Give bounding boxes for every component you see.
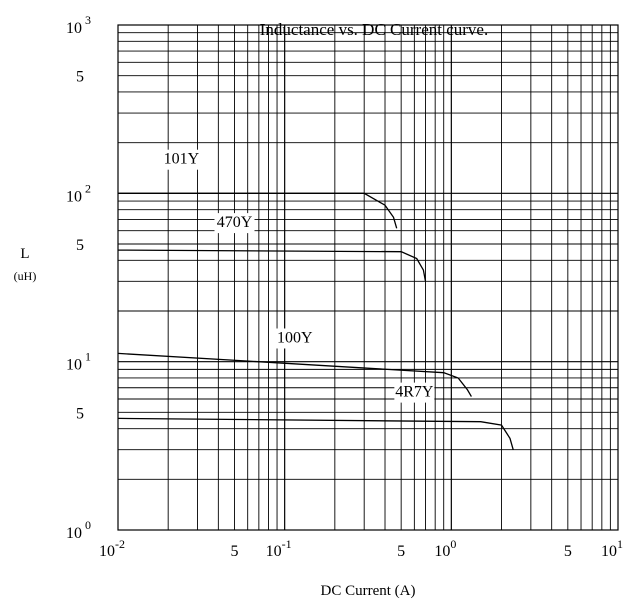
series-label-100y: 100Y [277,329,313,346]
chart-title: Inductance vs. DC Current curve. [260,20,488,39]
grid [118,25,618,530]
y-axis-label: L [20,246,29,262]
y-tick-label: 10 1 [66,350,91,374]
x-minor-tick-label: 5 [397,543,405,560]
series-labels: 101Y 470Y 100Y 4R7Y [161,149,435,403]
x-tick-label: 100 [434,537,456,560]
plot-frame [117,24,619,531]
series-layer [117,192,514,450]
y-tick-label: 10 0 [66,518,91,542]
series-label-bg-4r7y [394,382,435,403]
x-axis-label: DC Current (A) [321,583,416,599]
series-line-100y [117,352,472,397]
series-label-470y: 470Y [217,214,253,231]
y-tick-label: 10 2 [66,181,91,205]
series-label-bg-100y [274,328,315,349]
x-minor-tick-label: 5 [230,543,238,560]
series-line-4r7y [117,417,514,450]
series-line-470y [117,249,427,282]
y-minor-tick-label: 5 [76,69,84,86]
x-tick-label: 10-2 [99,537,125,560]
x-tick-label: 10-1 [266,537,292,560]
y-tick-label: 10 3 [66,13,91,37]
y-minor-tick-label: 5 [76,405,84,422]
series-line-101y [118,192,398,229]
series-label-bg-470y [214,213,255,234]
series-label-4r7y: 4R7Y [395,384,434,401]
series-label-bg-101y [161,149,202,170]
series-label-101y: 101Y [164,151,200,168]
y-minor-tick-label: 5 [76,237,84,254]
x-tick-label: 101 [601,537,623,560]
y-axis-unit: (uH) [14,269,37,283]
x-minor-tick-label: 5 [564,543,572,560]
